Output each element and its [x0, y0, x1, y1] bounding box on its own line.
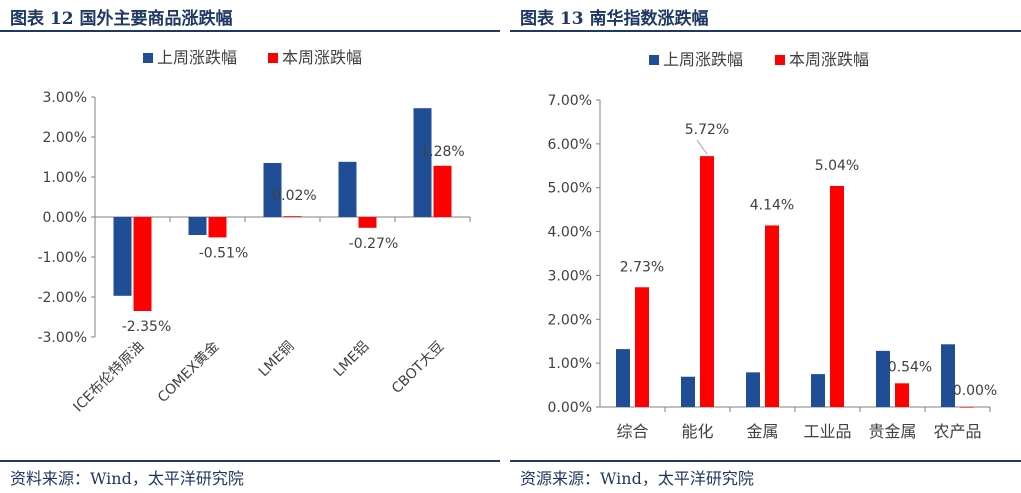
- legend-swatch-1: [775, 55, 785, 65]
- y-tick-label: 1.00%: [43, 170, 87, 186]
- y-tick-label: 2.00%: [548, 312, 592, 328]
- data-label: -2.35%: [122, 319, 172, 335]
- figure-13-source: 资源来源：Wind，太平洋研究院: [520, 469, 754, 488]
- bar-prev-week: [746, 372, 760, 407]
- legend-swatch-0: [143, 53, 153, 63]
- y-tick-label: 0.00%: [43, 210, 87, 226]
- x-category-label: CBOT大豆: [389, 339, 447, 397]
- figure-13-chart: 上周涨跌幅 本周涨跌幅 7.00% 6.00% 5.00% 4.00% 3.00% 2.00%…: [548, 50, 998, 441]
- bar-prev-week: [413, 108, 432, 217]
- figure-12-title: 图表 12 国外主要商品涨跌幅: [10, 9, 233, 29]
- bar-this-week: [960, 407, 974, 408]
- figure-12-chart: 上周涨跌幅 本周涨跌幅 3.00% 2.00% 1.00% 0.00% -1.00% -2.0…: [37, 48, 471, 416]
- bar-this-week: [765, 225, 779, 407]
- data-label: 0.54%: [888, 359, 932, 375]
- y-tick-label: 0.00%: [548, 400, 592, 416]
- figure-12-top-rule: [0, 30, 500, 32]
- bar-this-week: [283, 216, 302, 217]
- figure-13-panel: 图表 13 南华指数涨跌幅 上周涨跌幅 本周涨跌幅 7.00% 6.00% 5.00% 4…: [510, 0, 1021, 493]
- legend-label-0: 上周涨跌幅: [157, 48, 237, 67]
- data-label: 5.72%: [685, 122, 729, 138]
- x-category-label: COMEX黄金: [154, 338, 222, 406]
- bar-prev-week: [681, 376, 695, 407]
- y-tick-label: -1.00%: [37, 250, 87, 266]
- bar-this-week: [895, 383, 909, 407]
- bar-prev-week: [113, 217, 132, 296]
- y-tick-label: -3.00%: [37, 330, 87, 346]
- figure-12-panel: 图表 12 国外主要商品涨跌幅 上周涨跌幅 本周涨跌幅 3.00% 2.00% 1.00…: [0, 0, 500, 493]
- figure-12-source: 资料来源：Wind，太平洋研究院: [10, 469, 244, 488]
- bar-prev-week: [941, 344, 955, 407]
- bar-prev-week: [876, 350, 890, 407]
- legend-label-1: 本周涨跌幅: [789, 50, 869, 69]
- y-tick-label: 5.00%: [548, 181, 592, 197]
- data-label: -0.51%: [199, 245, 249, 261]
- data-label: 0.02%: [272, 188, 316, 204]
- figure-13-top-rule: [510, 30, 1021, 32]
- y-tick-label: 4.00%: [548, 225, 592, 241]
- bar-this-week: [133, 217, 152, 311]
- y-tick-label: 1.00%: [548, 356, 592, 372]
- legend-label-1: 本周涨跌幅: [282, 48, 362, 67]
- legend-swatch-1: [268, 53, 278, 63]
- x-category-label: 工业品: [803, 422, 851, 441]
- bar-this-week: [700, 156, 714, 407]
- x-category-label: 金属: [746, 422, 778, 441]
- x-category-label: 贵金属: [868, 422, 916, 441]
- figure-13-title: 图表 13 南华指数涨跌幅: [520, 9, 709, 29]
- data-label: -0.27%: [349, 236, 399, 252]
- legend-label-0: 上周涨跌幅: [663, 50, 743, 69]
- bar-this-week: [208, 217, 227, 238]
- bar-prev-week: [811, 374, 825, 407]
- bar-prev-week: [188, 217, 207, 235]
- x-category-label: ICE布伦特原油: [70, 339, 147, 416]
- legend-swatch-0: [649, 55, 659, 65]
- x-category-label: 能化: [681, 422, 713, 441]
- y-tick-label: 3.00%: [43, 90, 87, 106]
- bar-this-week: [635, 287, 649, 407]
- y-tick-label: -2.00%: [37, 290, 87, 306]
- y-tick-label: 6.00%: [548, 137, 592, 153]
- x-category-label: LME铜: [256, 339, 298, 381]
- data-label: 1.28%: [420, 144, 464, 160]
- bar-this-week: [433, 165, 452, 217]
- x-category-label: 农产品: [933, 422, 981, 441]
- data-label-leader: [696, 139, 708, 155]
- data-label: 2.73%: [620, 259, 664, 275]
- bar-this-week: [830, 185, 844, 407]
- bar-this-week: [358, 217, 377, 228]
- bar-prev-week: [616, 349, 630, 407]
- bar-prev-week: [263, 163, 282, 217]
- x-category-label: LME铝: [331, 339, 373, 381]
- data-label: 0.00%: [953, 383, 997, 399]
- y-tick-label: 3.00%: [548, 268, 592, 284]
- x-category-label: 综合: [616, 422, 648, 441]
- bar-prev-week: [338, 161, 357, 217]
- figure-13-bottom-rule: [510, 460, 1021, 462]
- data-label: 4.14%: [750, 197, 794, 213]
- figure-12-bottom-rule: [0, 460, 500, 462]
- y-tick-label: 7.00%: [548, 93, 592, 109]
- data-label: 5.04%: [815, 158, 859, 174]
- y-tick-label: 2.00%: [43, 130, 87, 146]
